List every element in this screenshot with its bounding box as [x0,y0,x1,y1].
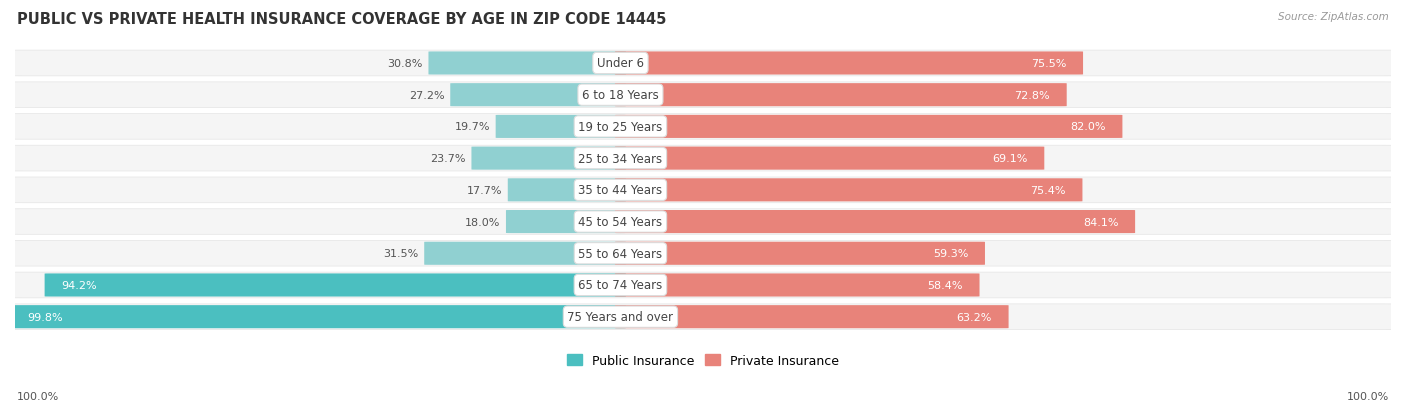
Text: Under 6: Under 6 [598,57,644,70]
FancyBboxPatch shape [0,82,1406,109]
Text: 75.4%: 75.4% [1031,185,1066,195]
Text: 27.2%: 27.2% [409,90,444,100]
FancyBboxPatch shape [8,115,1398,140]
Text: 82.0%: 82.0% [1070,122,1107,132]
FancyBboxPatch shape [11,305,626,328]
Text: 17.7%: 17.7% [467,185,502,195]
Text: 58.4%: 58.4% [928,280,963,290]
FancyBboxPatch shape [8,83,1398,108]
FancyBboxPatch shape [0,51,1406,77]
Text: 99.8%: 99.8% [27,312,63,322]
Text: 18.0%: 18.0% [465,217,501,227]
FancyBboxPatch shape [45,274,626,297]
FancyBboxPatch shape [8,146,1398,171]
FancyBboxPatch shape [614,274,980,297]
Text: 100.0%: 100.0% [1347,391,1389,401]
Text: 23.7%: 23.7% [430,154,465,164]
FancyBboxPatch shape [429,52,626,75]
FancyBboxPatch shape [614,116,1122,139]
FancyBboxPatch shape [471,147,626,170]
Text: 35 to 44 Years: 35 to 44 Years [578,184,662,197]
Text: 94.2%: 94.2% [60,280,97,290]
FancyBboxPatch shape [8,304,1398,329]
Text: 25 to 34 Years: 25 to 34 Years [578,152,662,165]
FancyBboxPatch shape [496,116,626,139]
FancyBboxPatch shape [0,240,1406,267]
FancyBboxPatch shape [614,305,1008,328]
FancyBboxPatch shape [614,211,1135,233]
Text: 100.0%: 100.0% [17,391,59,401]
FancyBboxPatch shape [8,178,1398,203]
FancyBboxPatch shape [450,84,626,107]
FancyBboxPatch shape [614,147,1045,170]
FancyBboxPatch shape [614,52,1083,75]
Text: 75 Years and over: 75 Years and over [568,311,673,323]
Text: 59.3%: 59.3% [934,249,969,259]
Text: 63.2%: 63.2% [956,312,993,322]
FancyBboxPatch shape [0,177,1406,204]
Text: 30.8%: 30.8% [388,59,423,69]
Text: 19 to 25 Years: 19 to 25 Years [578,121,662,133]
FancyBboxPatch shape [0,209,1406,235]
Text: 65 to 74 Years: 65 to 74 Years [578,279,662,292]
Text: 84.1%: 84.1% [1083,217,1119,227]
FancyBboxPatch shape [8,241,1398,266]
Text: 69.1%: 69.1% [993,154,1028,164]
FancyBboxPatch shape [614,242,986,265]
Text: 19.7%: 19.7% [454,122,491,132]
Text: 31.5%: 31.5% [384,249,419,259]
FancyBboxPatch shape [614,84,1067,107]
Text: 45 to 54 Years: 45 to 54 Years [578,216,662,228]
Text: 75.5%: 75.5% [1031,59,1067,69]
FancyBboxPatch shape [425,242,626,265]
FancyBboxPatch shape [8,273,1398,298]
FancyBboxPatch shape [506,211,626,233]
FancyBboxPatch shape [614,179,1083,202]
FancyBboxPatch shape [0,304,1406,330]
FancyBboxPatch shape [0,114,1406,140]
Text: 6 to 18 Years: 6 to 18 Years [582,89,659,102]
Text: Source: ZipAtlas.com: Source: ZipAtlas.com [1278,12,1389,22]
Text: PUBLIC VS PRIVATE HEALTH INSURANCE COVERAGE BY AGE IN ZIP CODE 14445: PUBLIC VS PRIVATE HEALTH INSURANCE COVER… [17,12,666,27]
Text: 55 to 64 Years: 55 to 64 Years [578,247,662,260]
FancyBboxPatch shape [508,179,626,202]
FancyBboxPatch shape [0,145,1406,172]
FancyBboxPatch shape [8,52,1398,76]
FancyBboxPatch shape [8,210,1398,235]
FancyBboxPatch shape [0,272,1406,299]
Text: 72.8%: 72.8% [1015,90,1050,100]
Legend: Public Insurance, Private Insurance: Public Insurance, Private Insurance [562,349,844,372]
